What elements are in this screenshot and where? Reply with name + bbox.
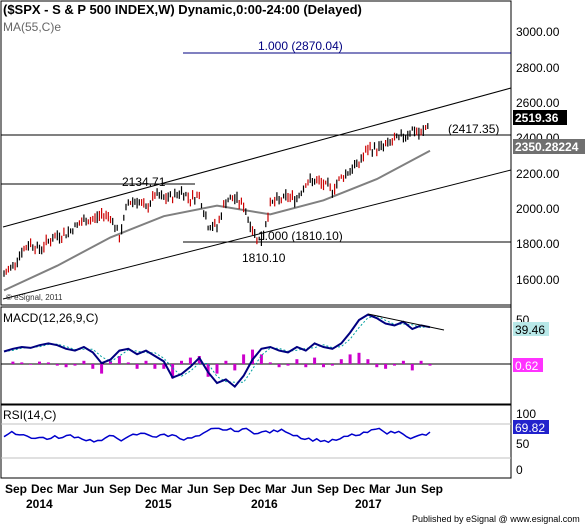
level-label-1810: 1.000 (1810.10) <box>258 229 343 243</box>
close-price-tag: 2519.36 <box>515 111 559 125</box>
close-price-tag-bg <box>513 110 567 125</box>
ma-55-line <box>3 149 431 292</box>
macd-label: MACD(12,26,9,C) <box>3 311 98 325</box>
channel-lower-line[interactable] <box>2 169 512 300</box>
rsi-tag-bg <box>513 420 549 434</box>
hist-tag: 0.62 <box>515 359 539 373</box>
ma-price-tag-bg <box>513 139 585 154</box>
x-month-label: Jun <box>291 482 312 496</box>
x-month-label: Sep <box>5 482 27 496</box>
price-bars <box>3 123 429 277</box>
x-month-label: Dec <box>343 482 365 496</box>
macd-tag-bg <box>513 322 549 336</box>
hist-tag-bg <box>513 358 543 372</box>
x-month-label: Mar <box>265 482 287 496</box>
chart-title: ($SPX - S & P 500 INDEX,W) Dynamic,0:00-… <box>3 2 362 17</box>
x-month-label: Dec <box>135 482 157 496</box>
price-tick-label: 2200.00 <box>516 167 560 181</box>
x-year-label: 2016 <box>251 497 278 511</box>
x-month-label: Dec <box>31 482 53 496</box>
price-y-axis: 3000.00 2800.00 2600.00 2400.00 2200.00 … <box>516 25 560 287</box>
x-year-label: 2015 <box>145 497 172 511</box>
ma-label: MA(55,C)e <box>3 20 61 34</box>
price-tick-label: 2000.00 <box>516 202 560 216</box>
x-month-label: Sep <box>317 482 339 496</box>
level-label-2870: 1.000 (2870.04) <box>258 39 343 53</box>
x-axis: Sep Dec Mar Jun Sep Dec Mar Jun Sep Dec Mar Jun Sep D… <box>5 482 443 511</box>
publisher-footer: Published by eSignal @ www.esignal.com <box>412 514 580 524</box>
x-month-label: Mar <box>57 482 79 496</box>
x-month-label: Mar <box>369 482 391 496</box>
macd-histogram <box>11 349 432 379</box>
rsi-tag: 69.82 <box>515 421 545 435</box>
x-month-label: Jun <box>83 482 104 496</box>
rsi-label: RSI(14,C) <box>3 408 56 422</box>
x-year-label: 2017 <box>355 497 382 511</box>
price-tick-label: 1600.00 <box>516 273 560 287</box>
price-tick-label: 2600.00 <box>516 96 560 110</box>
x-month-label: Mar <box>161 482 183 496</box>
channel-upper-line[interactable] <box>2 87 512 228</box>
ma-price-tag: 2350.28224 <box>515 140 579 154</box>
rsi-line <box>3 427 431 444</box>
rsi-tick-label: 100 <box>516 407 536 421</box>
low-value-label: 1810.10 <box>242 251 286 265</box>
x-month-label: Sep <box>421 482 443 496</box>
macd-tag: 39.46 <box>515 323 545 337</box>
rsi-tick-label: 50 <box>516 437 530 451</box>
level-label-2134: 2134.71 <box>122 175 166 189</box>
price-tick-label: 3000.00 <box>516 25 560 39</box>
rsi-panel-frame <box>0 404 512 479</box>
x-month-label: Jun <box>187 482 208 496</box>
x-month-label: Sep <box>109 482 131 496</box>
watermark: © eSignal, 2011 <box>6 293 63 302</box>
price-tick-label: 1800.00 <box>516 237 560 251</box>
price-tick-label: 2800.00 <box>516 61 560 75</box>
level-label-2417: (2417.35) <box>448 122 499 136</box>
macd-line <box>3 313 431 389</box>
x-month-label: Sep <box>213 482 235 496</box>
x-month-label: Dec <box>239 482 261 496</box>
rsi-tick-label: 0 <box>516 463 523 477</box>
macd-signal-line <box>3 315 431 383</box>
macd-trend-line[interactable] <box>367 313 445 331</box>
x-year-label: 2014 <box>26 497 53 511</box>
x-month-label: Jun <box>395 482 416 496</box>
